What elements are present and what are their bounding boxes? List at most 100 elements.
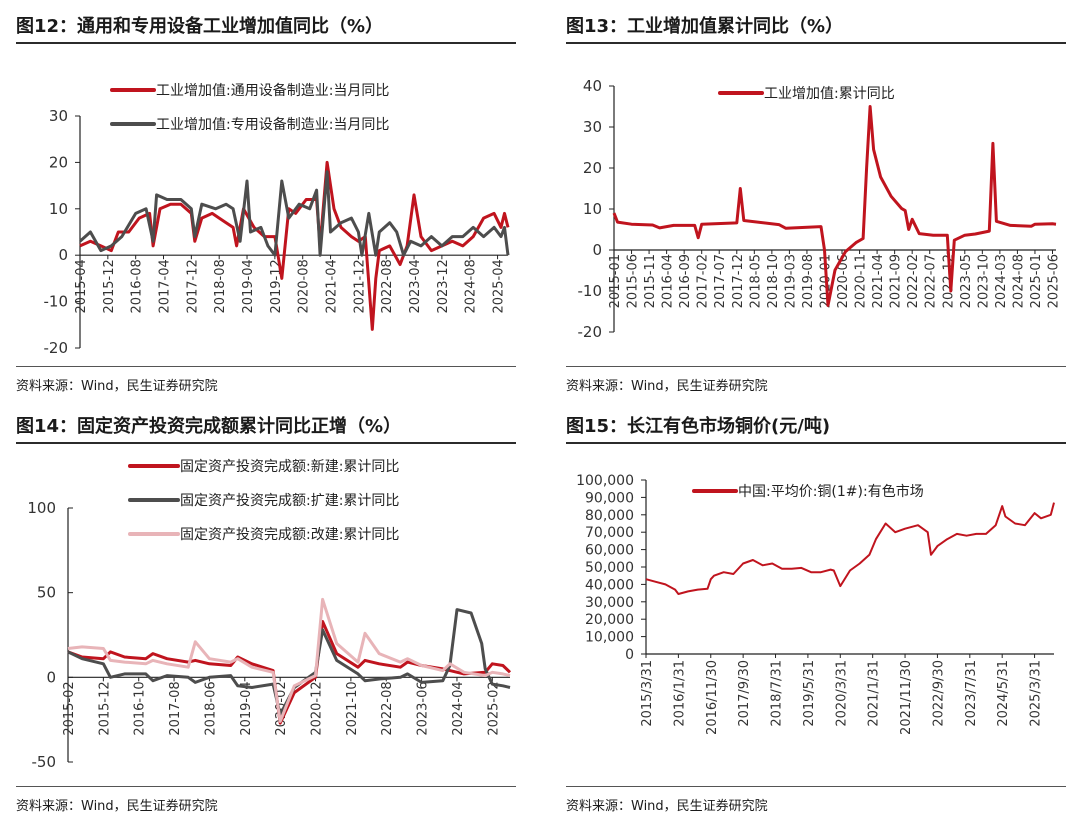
y-tick-label: 30 [583,118,602,136]
series-line-1 [612,105,1057,307]
x-tick-label: 2015-11 [643,254,658,308]
chart-title: 图14：固定资产投资完成额累计同比正增（%） [16,412,516,444]
x-tick-label: 2016/1/31 [672,660,687,727]
chart-title: 图15：长江有色市场铜价(元/吨) [566,412,1066,444]
x-tick-label: 2019-03 [783,254,798,308]
x-tick-label: 2020-06 [836,254,851,308]
x-tick-label: 2024-03 [994,254,1009,308]
y-tick-label: 0 [46,668,56,686]
y-tick-label: 100,000 [576,473,634,489]
x-tick-label: 2024-08 [1011,254,1026,308]
x-tick-label: 2017-12 [185,259,200,313]
y-tick-label: 10 [583,200,602,218]
x-tick-label: 2020-08 [297,259,312,313]
x-tick-label: 2016-08 [130,259,145,313]
y-tick-label: 0 [592,241,602,259]
y-tick-label: 50,000 [585,560,634,576]
x-tick-label: 2023-10 [976,254,991,308]
x-tick-label: 2025-02 [486,681,501,735]
x-tick-label: 2023-04 [408,259,423,313]
x-tick-label: 2025-01 [1029,254,1044,308]
x-tick-label: 2022-08 [380,681,395,735]
y-tick-label: 20,000 [585,612,634,628]
y-tick-label: 70,000 [585,525,634,541]
x-tick-label: 2024-04 [451,681,466,735]
x-tick-label: 2019/5/31 [802,660,817,727]
x-tick-label: 2023/7/31 [964,660,979,727]
y-tick-label: 10 [49,200,68,218]
y-tick-label: -10 [44,293,69,311]
x-tick-label: 2017/9/30 [737,660,752,727]
x-tick-label: 2015-04 [74,259,89,313]
x-tick-label: 2018-08 [213,259,228,313]
x-tick-label: 2022/9/30 [931,660,946,727]
x-tick-label: 2025-06 [1046,254,1061,308]
y-tick-label: 40,000 [585,577,634,593]
source-note: 资料来源：Wind，民生证券研究院 [16,366,516,394]
x-tick-label: 2016-09 [678,254,693,308]
y-tick-label: 60,000 [585,543,634,559]
x-tick-label: 2021-10 [345,681,360,735]
y-tick-label: -50 [32,753,57,771]
x-tick-label: 2015-12 [102,259,117,313]
source-note: 资料来源：Wind，民生证券研究院 [16,786,516,814]
x-tick-label: 2024/5/31 [996,660,1011,727]
x-tick-label: 2017-08 [168,681,183,735]
x-tick-label: 2022-02 [906,254,921,308]
source-note: 资料来源：Wind，民生证券研究院 [566,786,1066,814]
x-tick-label: 2021/1/31 [867,660,882,727]
x-tick-label: 2020-02 [274,681,289,735]
y-tick-label: 100 [27,499,56,517]
legend-label: 工业增加值:通用设备制造业:当月同比 [156,82,389,99]
x-tick-label: 2024-08 [464,259,479,313]
x-tick-label: 2021-04 [871,254,886,308]
y-tick-label: 40 [583,77,602,95]
x-tick-label: 2017-04 [158,259,173,313]
x-tick-label: 2023-06 [416,681,431,735]
x-tick-label: 2016-04 [661,254,676,308]
y-tick-label: 20 [583,159,602,177]
x-tick-label: 2023-12 [436,259,451,313]
y-tick-label: 80,000 [585,508,634,524]
x-tick-label: 2015-06 [626,254,641,308]
x-tick-label: 2019-04 [241,259,256,313]
chart-12-svg: -20 -10 0 10 20 30 2015-04 2015-12 2016-08 2017-0… [44,82,510,357]
legend-label: 工业增加值:累计同比 [764,86,895,102]
x-tick-label: 2017-07 [713,254,728,308]
x-tick-label: 2015-02 [62,681,77,735]
legend-label: 中国:平均价:铜(1#):有色市场 [738,483,924,500]
y-tick-label: 0 [58,246,68,264]
source-note: 资料来源：Wind，民生证券研究院 [566,366,1066,394]
x-tick-label: 2020-11 [854,254,869,308]
y-tick-label: 20 [49,153,68,171]
legend-label: 固定资产投资完成额:新建:累计同比 [180,459,399,475]
x-tick-label: 2019-04 [239,681,254,735]
y-tick-label: -20 [44,339,69,357]
y-tick-label: 10,000 [585,630,634,646]
x-tick-label: 2020/3/31 [834,660,849,727]
x-tick-label: 2018-06 [203,681,218,735]
x-tick-label: 2016/11/30 [705,660,720,735]
chart-title: 图13：工业增加值累计同比（%） [566,12,1066,44]
x-tick-label: 2018/7/31 [770,660,785,727]
y-tick-label: 0 [625,647,634,663]
x-tick-label: 2021-12 [352,259,367,313]
y-tick-label: 30,000 [585,595,634,611]
x-tick-label: 2020-12 [310,681,325,735]
x-tick-label: 2021-09 [889,254,904,308]
x-tick-label: 2016-10 [133,681,148,735]
x-tick-label: 2015-01 [608,254,623,308]
x-tick-label: 2017-12 [731,254,746,308]
series-line-3 [67,597,511,723]
x-tick-label: 2025-04 [492,259,507,313]
legend-label: 固定资产投资完成额:改建:累计同比 [180,527,399,543]
x-tick-label: 2019-08 [801,254,816,308]
x-tick-label: 2022-08 [380,259,395,313]
chart-14-svg: -50 0 50 100 2015-02 2015-12 2016-10 2017-08 201… [27,459,512,771]
x-tick-label: 2017-02 [696,254,711,308]
x-tick-label: 2021-04 [325,259,340,313]
x-tick-label: 2015-12 [97,681,112,735]
x-tick-label: 2023-05 [959,254,974,308]
x-tick-label: 2025/3/31 [1029,660,1044,727]
